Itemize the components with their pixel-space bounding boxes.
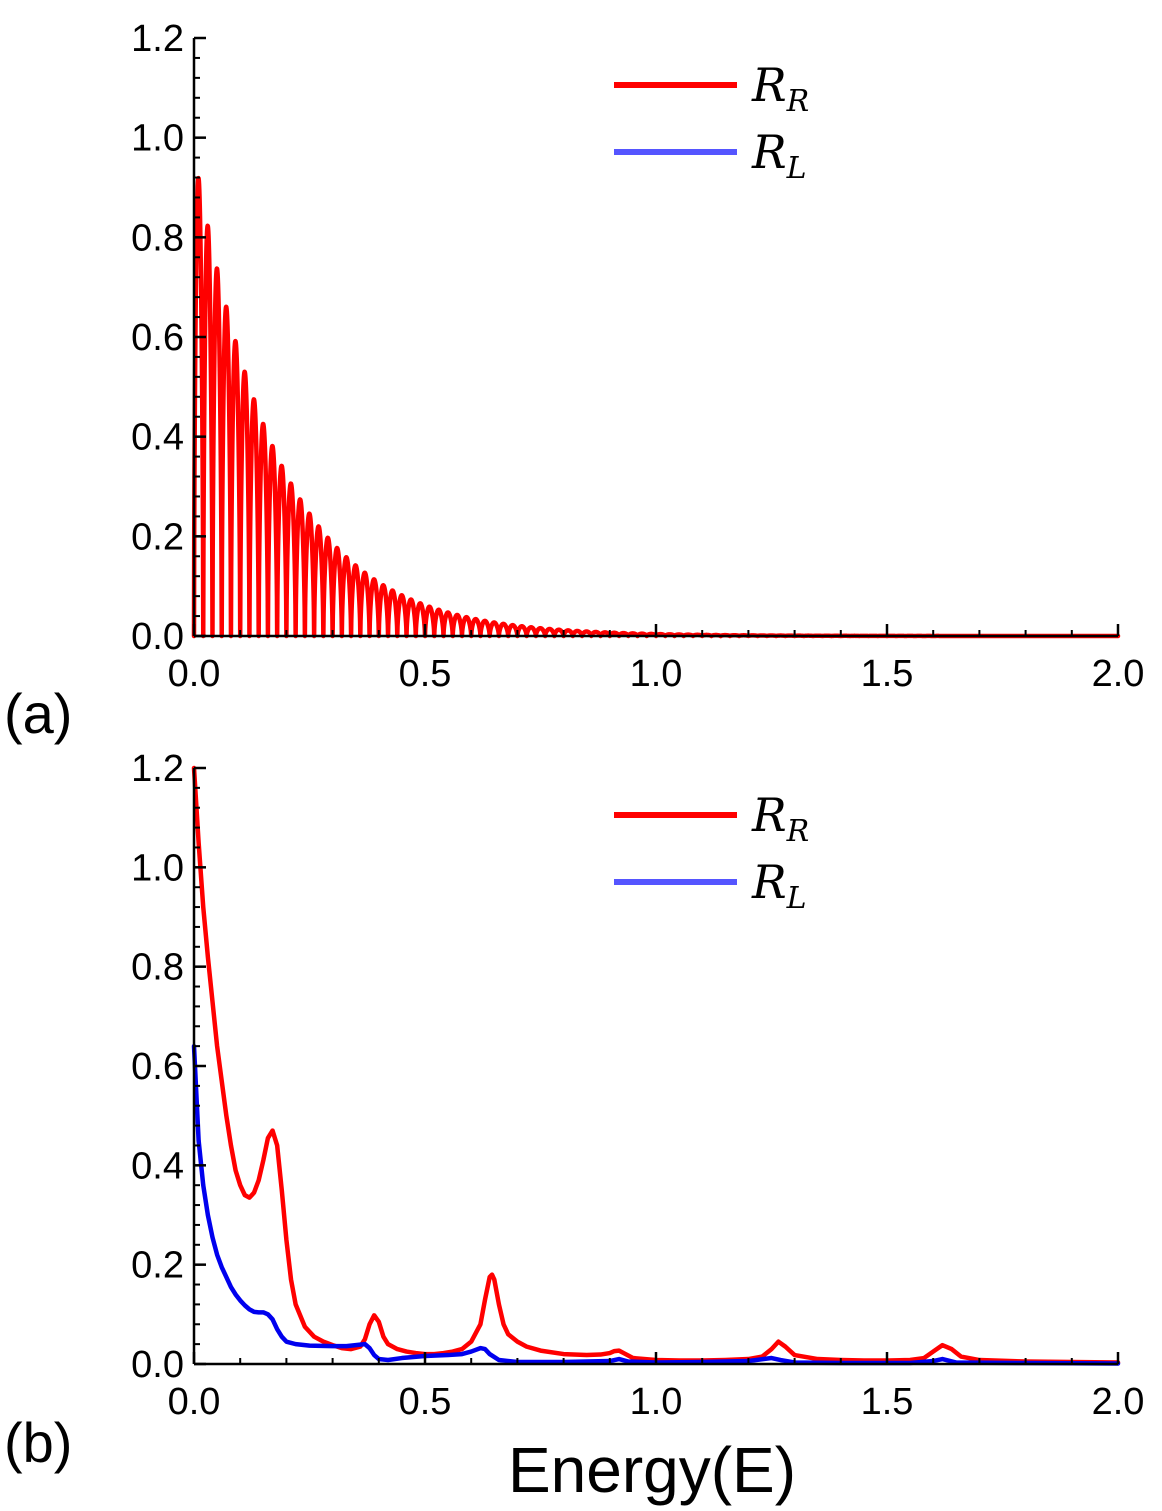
y-tick-label-b: 0.2 (131, 1245, 184, 1287)
y-tick-label-a: 0.0 (131, 616, 184, 658)
x-tick-label-b: 1.0 (630, 1381, 683, 1423)
panel-b: 0.0 0.2 0.4 0.6 0.8 1.0 1.2 0.0 0.5 1.0 1.5 2.0 RRRL… (4, 748, 1144, 1474)
y-tick-label-b: 1.2 (131, 748, 184, 790)
legend-label-a: RL (751, 125, 807, 186)
series-line-r-r-b (191, 765, 1121, 1365)
series-line-r-r-a (191, 175, 1121, 639)
x-tick-label-b: 2.0 (1092, 1381, 1145, 1423)
y-tick-label-a: 0.6 (131, 317, 184, 359)
y-tick-label-b: 0.4 (131, 1145, 184, 1187)
y-tick-label-a: 0.8 (131, 217, 184, 259)
y-tick-label-a: 0.4 (131, 417, 184, 459)
legend-label-b: RR (751, 788, 809, 849)
y-tick-label-a: 0.2 (131, 516, 184, 558)
y-tick-label-b: 0.0 (131, 1344, 184, 1386)
y-tick-label-b: 0.6 (131, 1046, 184, 1088)
x-tick-label-b: 0.5 (399, 1381, 452, 1423)
x-tick-label-b: 0.0 (168, 1381, 221, 1423)
legend-label-a: RR (751, 58, 809, 119)
x-tick-label-a: 1.0 (630, 653, 683, 695)
panel-label-b: (b) (4, 1411, 72, 1474)
y-tick-label-a: 1.0 (131, 118, 184, 160)
legend-label-b: RL (751, 855, 807, 916)
y-tick-label-a: 1.2 (131, 18, 184, 60)
x-tick-label-b: 1.5 (861, 1381, 914, 1423)
x-tick-label-a: 0.5 (399, 653, 452, 695)
y-tick-label-b: 0.8 (131, 947, 184, 989)
y-tick-label-b: 1.0 (131, 847, 184, 889)
x-tick-label-a: 2.0 (1092, 653, 1145, 695)
x-tick-label-a: 1.5 (861, 653, 914, 695)
panel-label-a: (a) (4, 682, 72, 745)
series-line-r-l-b (191, 1043, 1121, 1366)
panel-a: 0.0 0.2 0.4 0.6 0.8 1.0 1.2 0.0 0.5 1.0 1.5 2.0 RRRL… (4, 18, 1144, 745)
x-tick-label-a: 0.0 (168, 653, 221, 695)
x-axis-label: Energy(E) (508, 1434, 796, 1506)
